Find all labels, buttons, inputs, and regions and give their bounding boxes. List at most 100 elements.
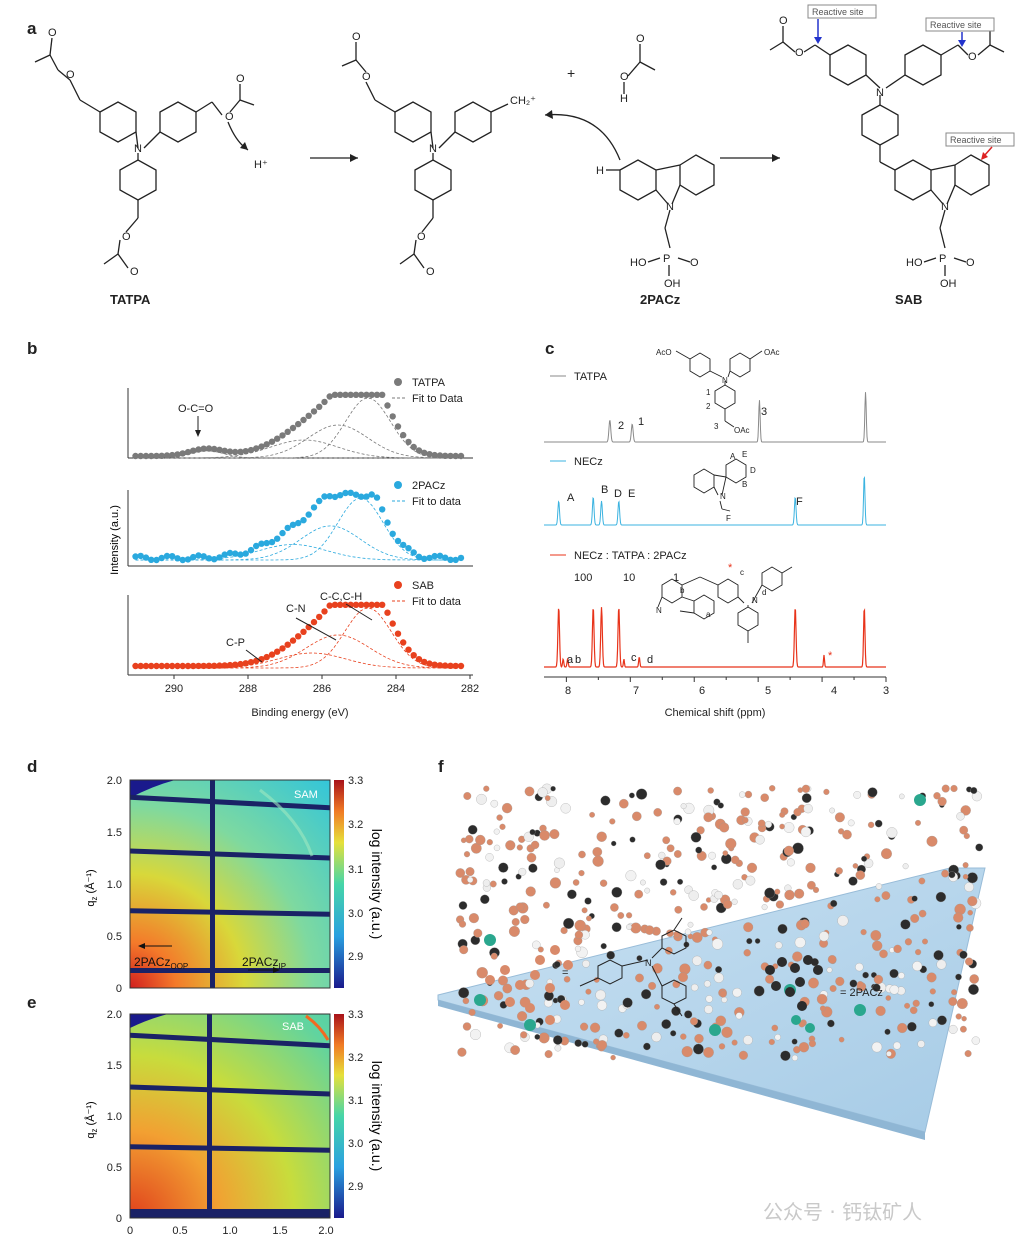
atom (629, 792, 635, 799)
xps-data-point (211, 445, 218, 453)
trace-label-mix: NECz : TATPA : 2PACz (574, 550, 687, 562)
xps-data-point (274, 648, 281, 655)
atom (760, 793, 769, 802)
atom (964, 882, 974, 892)
atom (655, 859, 666, 870)
atom (786, 858, 795, 867)
svg-text:Reactive site: Reactive site (950, 135, 1002, 145)
atom (586, 915, 592, 922)
atom (592, 847, 603, 857)
atom (792, 842, 804, 854)
atom (872, 940, 883, 951)
svg-text:O: O (122, 231, 131, 243)
atom (871, 1041, 883, 1053)
atom (652, 963, 663, 974)
legend-atom (485, 975, 495, 985)
atom (457, 1047, 467, 1057)
atom (725, 838, 737, 850)
giwaxs-d-ytick: 0.5 (107, 931, 122, 943)
xps-fit-component (135, 497, 458, 561)
giwaxs-sam-tag: SAM (294, 789, 318, 801)
nmr-x-tick: 4 (831, 685, 837, 697)
peak-label-star: * (828, 650, 833, 662)
legend-sab-fit: Fit to data (412, 596, 462, 608)
legend-atom (545, 983, 555, 993)
xps-data-point (415, 656, 423, 663)
legend-2pacz: 2PACz (412, 480, 445, 492)
giwaxs-e-xtick: 0.5 (172, 1225, 187, 1237)
atom (528, 863, 538, 873)
xps-data-point (195, 662, 202, 670)
xps-data-point (373, 494, 381, 501)
xps-data-point (132, 553, 139, 560)
atom (458, 901, 468, 910)
xps-data-point (295, 420, 302, 428)
xps-x-tick: 288 (239, 683, 257, 695)
atom (517, 1011, 528, 1022)
xps-data-point (221, 551, 228, 558)
atom (462, 997, 470, 1005)
annot-cp: C-P (226, 637, 245, 649)
giwaxs-e-ytick: 2.0 (107, 1009, 122, 1021)
xps-data-point (274, 435, 281, 442)
panel-letter-b: b (27, 339, 38, 358)
atom (732, 987, 742, 998)
atom (596, 1000, 608, 1011)
struct-F: F (726, 514, 731, 523)
atom (641, 989, 652, 1000)
atom (835, 867, 843, 875)
xps-data-point (190, 553, 197, 561)
atom (918, 909, 927, 918)
xps-data-point (442, 662, 449, 669)
atom (703, 812, 714, 823)
atom (490, 799, 499, 808)
xps-data-point (326, 493, 333, 500)
acid-h-label: H (620, 93, 628, 105)
atom (765, 820, 772, 828)
atom (516, 844, 523, 851)
svg-text:OH: OH (940, 278, 957, 290)
atom (644, 887, 651, 894)
svg-text:O: O (795, 47, 804, 59)
xps-data-point (153, 556, 160, 564)
struct-oac2: OAc (734, 426, 750, 435)
atom (911, 895, 918, 902)
atom (808, 977, 819, 989)
f-eq: = (562, 967, 568, 979)
atom (830, 899, 838, 908)
nmr-x-tick: 6 (699, 685, 705, 697)
xps-data-point (452, 452, 459, 460)
cbar-d-tick: 3.0 (348, 908, 363, 920)
svg-text:O: O (417, 231, 426, 243)
atom (959, 950, 968, 959)
atom (771, 1024, 779, 1032)
legend-atom (795, 977, 805, 987)
legend-atom (790, 963, 800, 973)
atom (953, 912, 964, 923)
xps-data-point (415, 447, 423, 454)
atom (848, 876, 858, 886)
atom (862, 971, 869, 979)
atom (574, 1039, 582, 1047)
atom (553, 857, 565, 869)
atom (496, 814, 503, 821)
atom (969, 974, 979, 984)
xps-data-point (289, 521, 297, 528)
svg-text:P: P (939, 253, 946, 265)
atom (743, 1035, 753, 1045)
annot-oco: O-C=O (178, 403, 214, 415)
atom (534, 1034, 541, 1040)
atom (711, 938, 724, 950)
xps-data-point (426, 660, 433, 667)
atom (626, 924, 632, 930)
xps-data-point (342, 391, 349, 398)
atom (870, 930, 882, 941)
xps-data-point (242, 660, 249, 667)
atom (502, 983, 513, 994)
xps-data-point (384, 609, 391, 616)
atom (470, 1029, 481, 1040)
atom (524, 786, 535, 797)
atom (886, 827, 898, 839)
peak-label-b: b (575, 654, 581, 666)
xps-data-point (284, 524, 291, 532)
